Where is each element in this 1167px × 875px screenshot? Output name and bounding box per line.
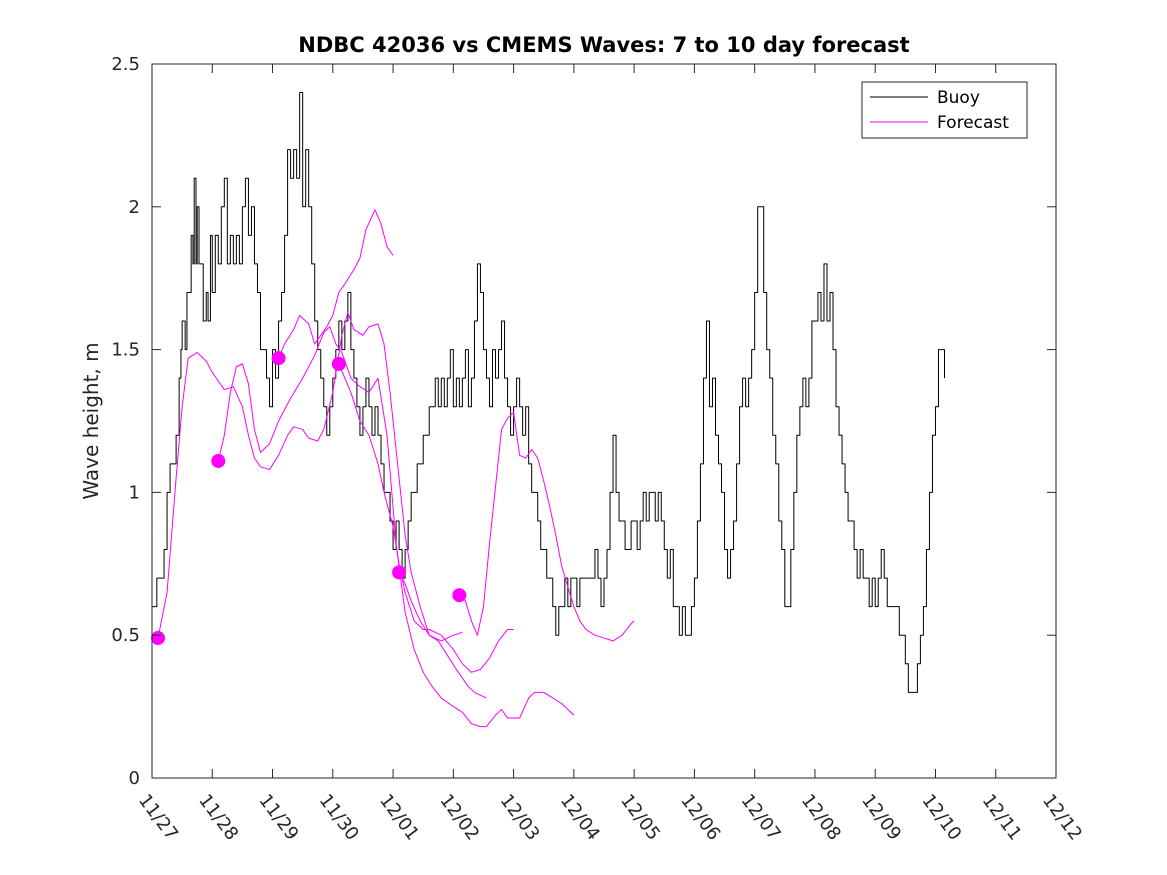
forecast-start-marker bbox=[452, 588, 467, 603]
forecast-start-marker bbox=[331, 356, 346, 371]
legend-box bbox=[861, 81, 1028, 139]
y-tick-label: 0.5 bbox=[111, 625, 140, 646]
y-tick-label: 2.5 bbox=[111, 54, 140, 75]
y-tick-label: 1 bbox=[129, 482, 140, 503]
legend-forecast-label: Forecast bbox=[937, 113, 1009, 133]
forecast-series-line bbox=[459, 411, 635, 642]
plot-frame bbox=[151, 63, 1057, 779]
chart-title: NDBC 42036 vs CMEMS Waves: 7 to 10 day f… bbox=[298, 33, 909, 57]
y-tick-label: 0 bbox=[129, 768, 140, 789]
buoy-series-line bbox=[152, 92, 946, 693]
y-axis-label: Wave height, m bbox=[79, 342, 103, 499]
forecast-series-line bbox=[278, 209, 394, 359]
forecast-series-line bbox=[398, 572, 487, 699]
legend: Buoy Forecast bbox=[861, 81, 1028, 139]
forecast-series-line bbox=[157, 311, 463, 642]
forecast-start-marker bbox=[151, 631, 166, 646]
y-tick-label: 1.5 bbox=[111, 340, 140, 361]
forecast-start-marker bbox=[392, 565, 407, 580]
forecast-series-line bbox=[338, 363, 514, 673]
forecast-start-marker bbox=[211, 453, 226, 468]
legend-buoy-label: Buoy bbox=[937, 88, 980, 108]
forecast-start-marker bbox=[271, 351, 286, 366]
forecast-series-line bbox=[217, 326, 575, 728]
y-tick-label: 2 bbox=[129, 197, 140, 218]
